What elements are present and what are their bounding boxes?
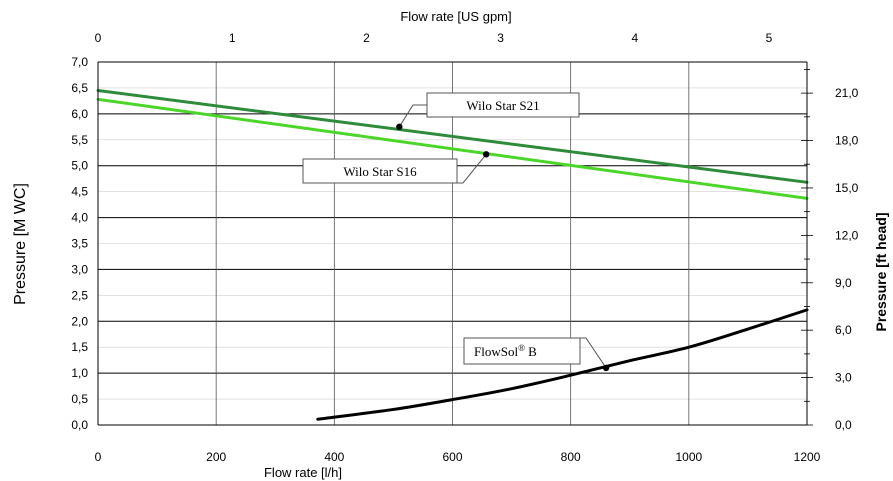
y2-tick-label-4: 12,0 bbox=[835, 228, 859, 242]
axes bbox=[97, 61, 813, 426]
callout-leader-2 bbox=[580, 337, 607, 369]
x-tick-label-2: 400 bbox=[324, 450, 344, 464]
callout-label-wilo-star-s21: Wilo Star S21 bbox=[466, 98, 539, 113]
x-tick-label-0: 0 bbox=[95, 450, 102, 464]
series-line-1 bbox=[96, 97, 809, 200]
y2-tick-label-6: 18,0 bbox=[835, 134, 859, 148]
y2-tick-label-5: 15,0 bbox=[835, 181, 859, 195]
callout-flowsol-main: FlowSol bbox=[474, 344, 518, 359]
callout-leader-1 bbox=[457, 153, 487, 184]
x2-tick-label-0: 0 bbox=[95, 31, 102, 45]
series-marker-0 bbox=[396, 123, 403, 131]
y-axis-title-right: Pressure [ft head] bbox=[873, 212, 889, 331]
callout-flowsol-tail: B bbox=[525, 344, 537, 359]
y2-tick-label-1: 3,0 bbox=[835, 371, 852, 385]
callout-box-wilo-star-s21 bbox=[426, 92, 580, 118]
x2-tick-label-1: 1 bbox=[229, 31, 236, 45]
x2-tick-label-3: 3 bbox=[497, 31, 504, 45]
y-tick-label-11: 5,5 bbox=[71, 133, 88, 147]
y-tick-label-0: 0,0 bbox=[71, 418, 88, 432]
y-tick-label-1: 0,5 bbox=[71, 392, 88, 406]
callout-box-wilo-star-s16 bbox=[302, 158, 458, 184]
series-marker-2 bbox=[602, 364, 610, 372]
y-tick-label-7: 3,5 bbox=[71, 237, 88, 251]
y-tick-label-12: 6,0 bbox=[71, 107, 88, 121]
y-tick-label-14: 7,0 bbox=[71, 55, 88, 69]
x-tick-label-6: 1200 bbox=[794, 450, 821, 464]
y-tick-label-9: 4,5 bbox=[71, 185, 88, 199]
callouts: Wilo Star S21 Wilo Star S16 FlowSol® B bbox=[302, 92, 610, 372]
y-tick-label-6: 3,0 bbox=[71, 262, 88, 276]
y-tick-label-10: 5,0 bbox=[71, 159, 88, 173]
series-lines bbox=[96, 89, 809, 421]
y2-tick-label-0: 0,0 bbox=[835, 418, 852, 432]
x2-tick-label-5: 5 bbox=[766, 31, 773, 45]
series-line-2 bbox=[316, 308, 809, 421]
x-tick-label-3: 600 bbox=[442, 450, 462, 464]
y-tick-label-13: 6,5 bbox=[71, 81, 88, 95]
y2-tick-label-7: 21,0 bbox=[835, 86, 859, 100]
callout-label-flowsol-b: FlowSol® B bbox=[474, 343, 537, 359]
axis-titles: Flow rate [l/h] Flow rate [US gpm] Press… bbox=[12, 9, 889, 480]
series-line-0 bbox=[96, 89, 809, 184]
x-tick-label-1: 200 bbox=[206, 450, 226, 464]
series-marker-1 bbox=[482, 151, 490, 158]
x-tick-label-4: 800 bbox=[561, 450, 581, 464]
callout-leader-0 bbox=[398, 104, 427, 128]
y2-tick-label-3: 9,0 bbox=[835, 276, 852, 290]
callout-label-wilo-star-s16: Wilo Star S16 bbox=[343, 164, 417, 179]
tick-labels: 0,0 0,5 1,0 1,5 2,0 2,5 3,0 3,5 4,0 4,5 5,0 5,5 6,0 6… bbox=[71, 31, 858, 464]
y-tick-label-5: 2,5 bbox=[71, 288, 88, 302]
x-axis-title-bottom: Flow rate [l/h] bbox=[264, 465, 342, 480]
x-tick-label-5: 1000 bbox=[675, 450, 702, 464]
x2-tick-label-4: 4 bbox=[631, 31, 638, 45]
y-tick-label-8: 4,0 bbox=[71, 211, 88, 225]
y-tick-label-2: 1,0 bbox=[71, 366, 88, 380]
y-tick-label-4: 2,0 bbox=[71, 314, 88, 328]
y2-tick-label-2: 6,0 bbox=[835, 323, 852, 337]
callout-flowsol-sup: ® bbox=[518, 343, 525, 353]
x2-tick-label-2: 2 bbox=[363, 31, 370, 45]
y-axis-title-left: Pressure [M WC] bbox=[12, 183, 29, 305]
callout-box-flowsol-b bbox=[463, 337, 581, 365]
y-tick-label-3: 1,5 bbox=[71, 340, 88, 354]
x-axis-title-top: Flow rate [US gpm] bbox=[400, 9, 511, 24]
